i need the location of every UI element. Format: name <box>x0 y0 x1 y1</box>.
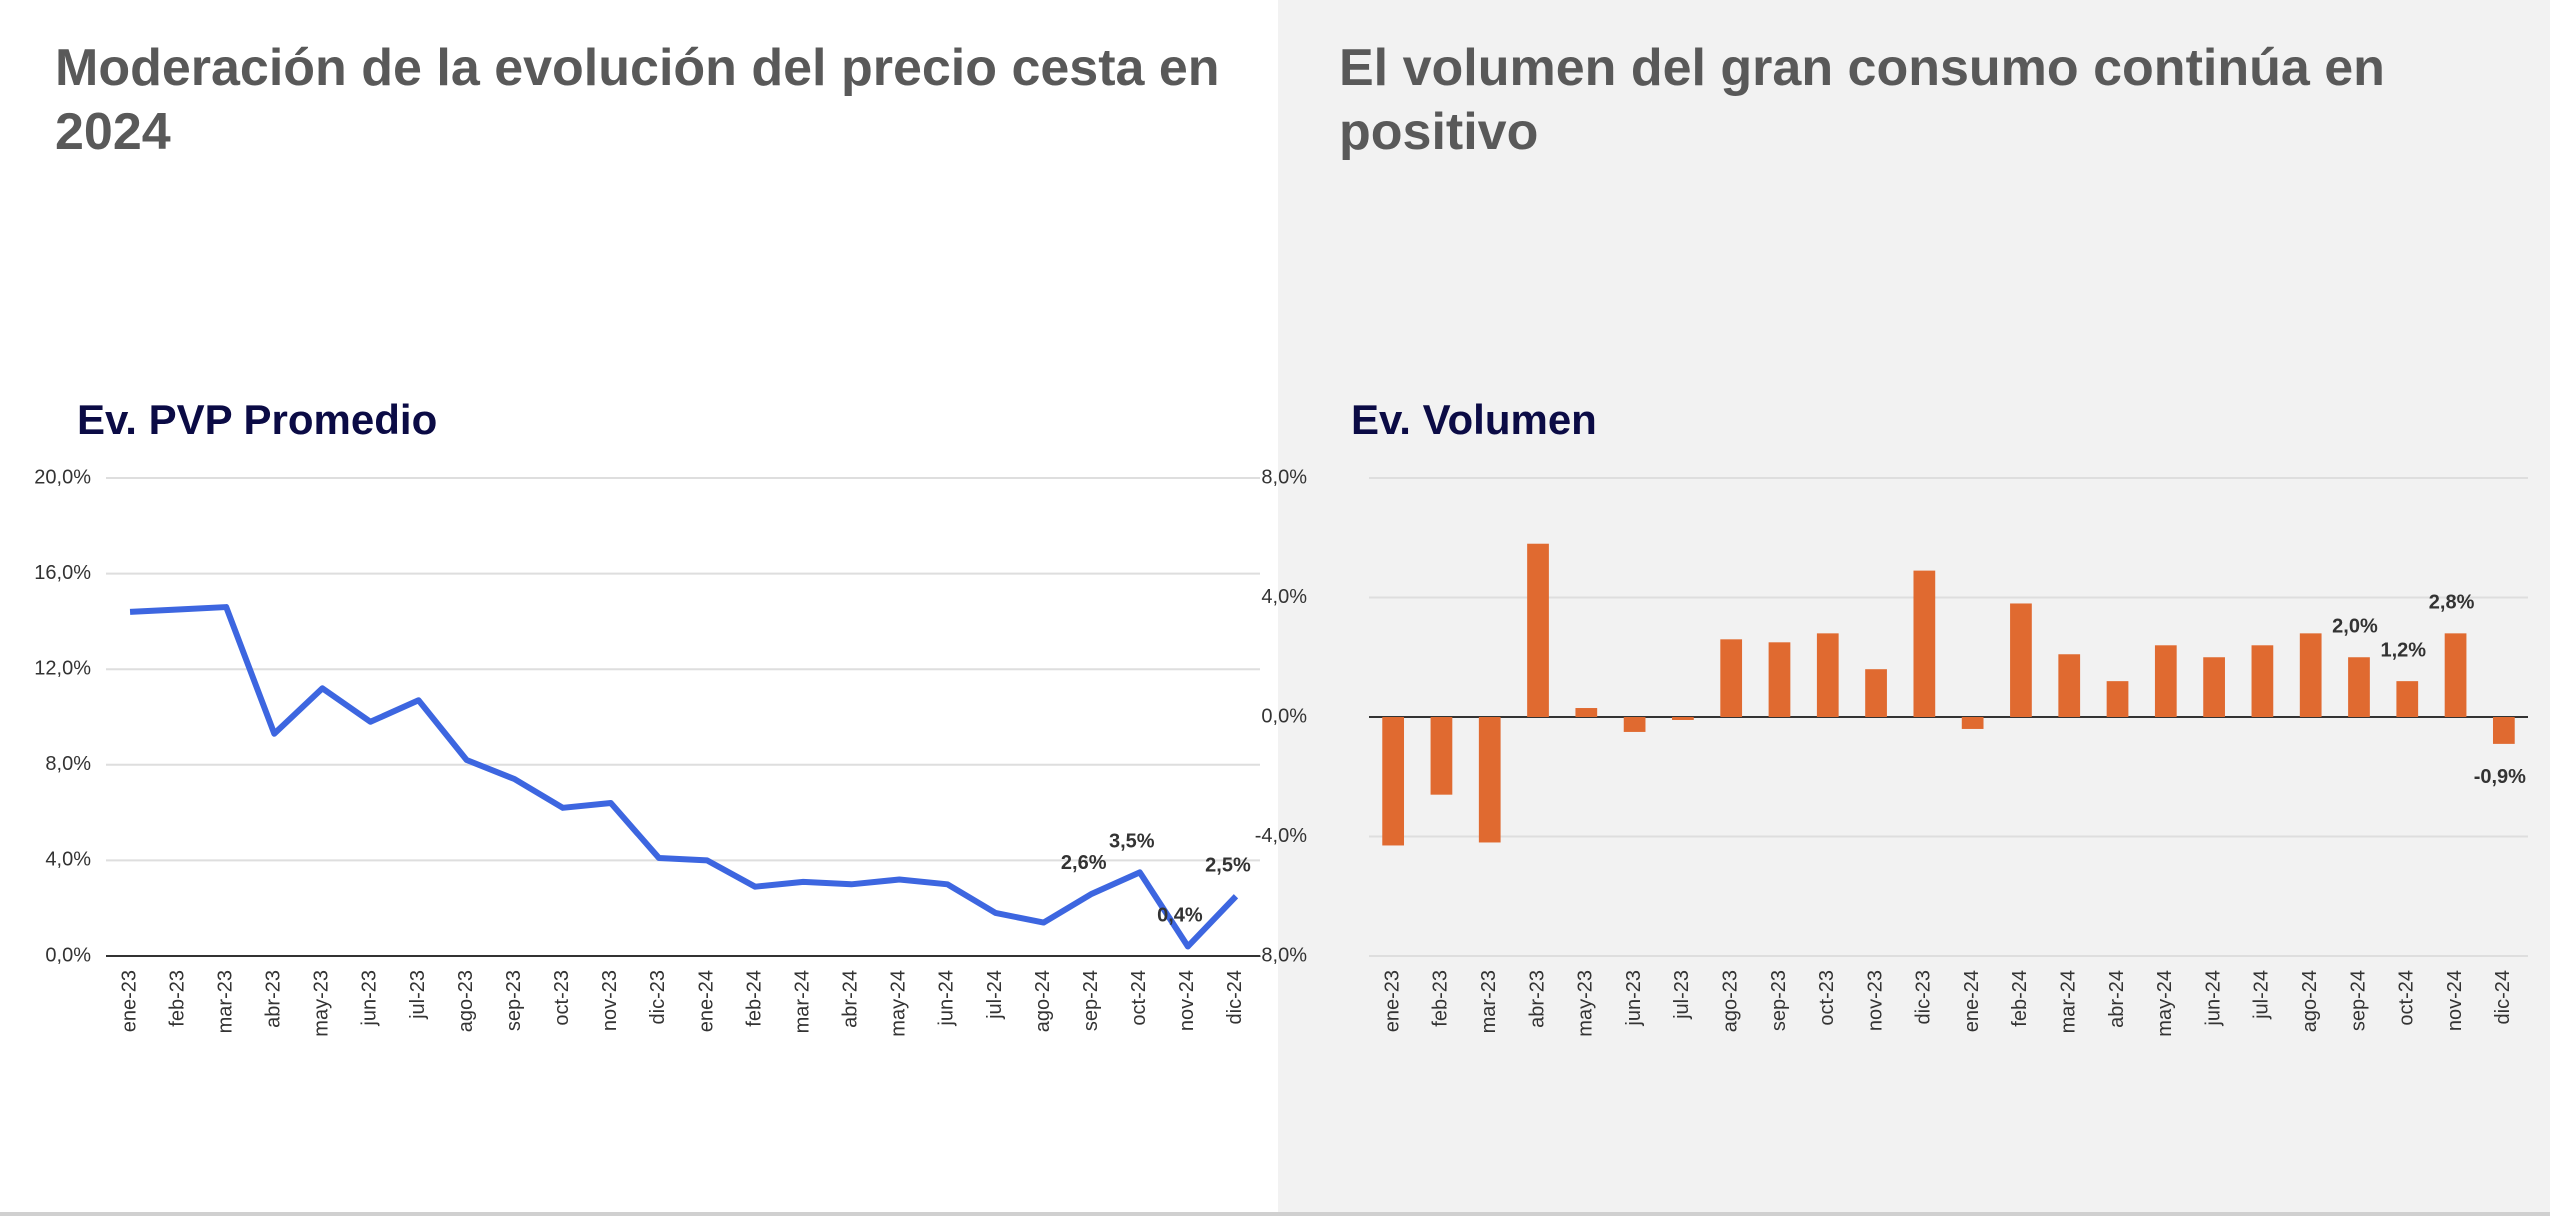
x-tick-label: jul-23 <box>1671 970 1693 1020</box>
x-tick-label: abr-23 <box>1526 970 1548 1028</box>
bar <box>1575 708 1598 717</box>
y-tick-label: 0,0% <box>45 944 91 966</box>
y-tick-label: 0,0% <box>1261 705 1307 727</box>
x-tick-label: ene-24 <box>1961 970 1983 1032</box>
line <box>129 604 1239 950</box>
x-tick-label: ago-23 <box>1719 970 1741 1032</box>
data-label: 0,4% <box>1157 905 1203 927</box>
x-tick-label: may-23 <box>1575 970 1597 1037</box>
chart-heading: Moderación de la evolución del precio ce… <box>55 39 1220 161</box>
x-tick-label: oct-23 <box>551 970 573 1026</box>
x-tick-label: abr-23 <box>263 970 285 1028</box>
y-tick-label: 4,0% <box>1261 586 1307 608</box>
data-label: 3,5% <box>1109 831 1155 853</box>
chart-heading: El volumen del gran consumo continúa en … <box>1339 39 2385 161</box>
x-tick-label: abr-24 <box>2106 970 2128 1028</box>
y-tick-label: 16,0% <box>34 562 91 584</box>
y-tick-label: -8,0% <box>1255 944 1307 966</box>
x-tick-label: feb-23 <box>166 970 188 1027</box>
x-tick-label: mar-24 <box>791 970 813 1033</box>
x-tick-label: sep-23 <box>1768 970 1790 1031</box>
bar <box>1672 717 1694 720</box>
x-tick-label: jun-23 <box>1623 970 1645 1027</box>
bar <box>1816 633 1839 717</box>
x-tick-label: jul-23 <box>407 970 429 1020</box>
bar <box>1720 639 1743 717</box>
y-tick-label: 12,0% <box>34 657 91 679</box>
x-tick-label: dic-23 <box>1913 970 1935 1024</box>
y-tick-label: 8,0% <box>45 753 91 775</box>
x-tick-label: nov-23 <box>599 970 621 1031</box>
data-label: 2,5% <box>1205 855 1251 877</box>
x-tick-label: nov-24 <box>1176 970 1198 1031</box>
x-tick-label: oct-24 <box>2396 970 2418 1026</box>
y-tick-label: 20,0% <box>34 466 91 488</box>
x-tick-label: jul-24 <box>984 970 1006 1020</box>
x-tick-label: ene-24 <box>695 970 717 1032</box>
bar <box>1865 669 1887 717</box>
data-label: -0,9% <box>2474 766 2526 788</box>
chart-subtitle: Ev. Volumen <box>1351 396 1597 443</box>
bar <box>2396 681 2419 717</box>
x-tick-label: may-24 <box>2154 970 2176 1037</box>
x-tick-label: ene-23 <box>118 970 140 1032</box>
bar <box>1382 717 1405 846</box>
x-tick-label: oct-24 <box>1128 970 1150 1026</box>
data-label: 2,0% <box>2332 616 2378 638</box>
x-tick-label: sep-24 <box>1080 970 1102 1031</box>
bar <box>2058 654 2081 717</box>
x-tick-label: jun-24 <box>936 970 958 1027</box>
bar <box>1913 570 1936 717</box>
x-tick-label: ago-24 <box>1032 970 1054 1032</box>
x-tick-label: feb-23 <box>1430 970 1452 1027</box>
bar <box>2203 657 2225 717</box>
x-tick-label: feb-24 <box>743 970 765 1027</box>
chart-subtitle: Ev. PVP Promedio <box>77 396 438 443</box>
bar <box>1768 642 1791 717</box>
bar <box>1527 543 1549 717</box>
x-tick-label: dic-24 <box>2492 970 2514 1024</box>
x-tick-label: mar-23 <box>214 970 236 1033</box>
x-tick-label: jun-23 <box>359 970 381 1027</box>
x-tick-label: oct-23 <box>1816 970 1838 1026</box>
x-tick-label: mar-24 <box>2058 970 2080 1033</box>
x-tick-label: sep-24 <box>2347 970 2369 1031</box>
x-tick-label: ene-23 <box>1381 970 1403 1032</box>
bar <box>2154 645 2177 717</box>
bar <box>1961 717 1984 729</box>
bar <box>2348 657 2370 717</box>
x-tick-label: dic-23 <box>647 970 669 1024</box>
x-tick-label: mar-23 <box>1478 970 1500 1033</box>
x-tick-label: may-23 <box>311 970 333 1037</box>
bar <box>1478 717 1501 843</box>
bar <box>2010 603 2032 717</box>
x-tick-label: may-24 <box>888 970 910 1037</box>
x-tick-label: ago-23 <box>455 970 477 1032</box>
bottom-rule <box>0 1212 2550 1216</box>
bar <box>2106 681 2129 717</box>
y-tick-label: 8,0% <box>1261 466 1307 488</box>
x-tick-label: sep-23 <box>503 970 525 1031</box>
data-label: 2,8% <box>2429 592 2475 614</box>
bar <box>2444 633 2467 717</box>
bar <box>2492 717 2515 744</box>
bar <box>2299 633 2322 717</box>
x-tick-label: feb-24 <box>2009 970 2031 1027</box>
x-tick-label: jun-24 <box>2202 970 2224 1027</box>
x-tick-label: nov-24 <box>2444 970 2466 1031</box>
data-label: 2,6% <box>1061 852 1107 874</box>
bar <box>1623 717 1646 732</box>
x-tick-label: jul-24 <box>2251 970 2273 1020</box>
y-tick-label: -4,0% <box>1255 825 1307 847</box>
bar <box>1430 717 1453 795</box>
x-tick-label: ago-24 <box>2299 970 2321 1032</box>
x-tick-label: dic-24 <box>1224 970 1246 1024</box>
data-label: 1,2% <box>2380 639 2426 661</box>
y-tick-label: 4,0% <box>45 849 91 871</box>
bar <box>2251 645 2274 717</box>
x-tick-label: abr-24 <box>840 970 862 1028</box>
x-tick-label: nov-23 <box>1864 970 1886 1031</box>
